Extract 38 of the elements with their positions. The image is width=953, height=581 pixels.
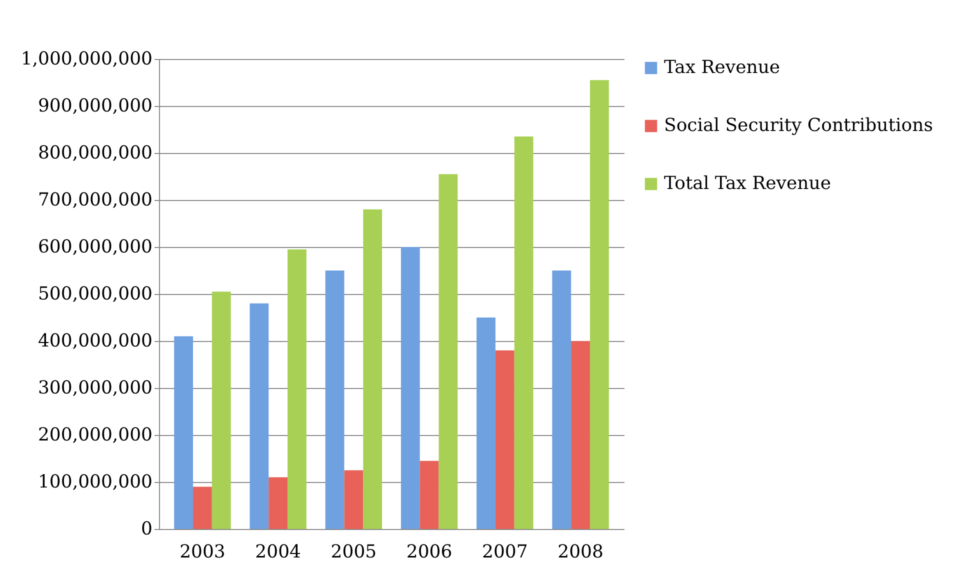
bar <box>250 303 269 529</box>
legend-label: Total Tax Revenue <box>664 173 831 194</box>
x-tick-label: 2007 <box>482 542 528 562</box>
y-tick-label: 900,000,000 <box>38 96 152 116</box>
bar <box>571 341 590 529</box>
bar <box>268 477 288 529</box>
x-tick-label: 2005 <box>330 542 377 562</box>
y-tick-label: 200,000,000 <box>38 424 152 446</box>
y-tick-label: 100,000,000 <box>38 472 152 492</box>
y-tick-label: 0 <box>141 518 152 540</box>
bar <box>495 350 514 529</box>
bar <box>590 80 609 529</box>
bar <box>325 270 344 529</box>
bar <box>363 209 382 529</box>
bar <box>476 318 496 529</box>
bar <box>193 486 212 529</box>
bar <box>514 136 534 529</box>
y-tick-label: 300,000,000 <box>38 378 152 398</box>
y-tick-label: 800,000,000 <box>38 142 152 164</box>
y-tick-label: 500,000,000 <box>38 284 152 304</box>
bar <box>420 460 439 529</box>
bar <box>552 270 572 529</box>
y-tick-label: 700,000,000 <box>38 190 152 210</box>
bar <box>344 470 364 529</box>
x-tick-label: 2008 <box>558 542 604 562</box>
legend-label: Tax Revenue <box>664 57 780 78</box>
bar <box>288 249 306 529</box>
bar <box>400 247 420 529</box>
x-tick-label: 2003 <box>180 542 226 562</box>
bar <box>174 336 194 529</box>
legend-label: Social Security Contributions <box>664 115 933 136</box>
x-tick-label: 2004 <box>255 542 301 562</box>
y-tick-label: 600,000,000 <box>38 236 152 258</box>
y-tick-label: 1,000,000,000 <box>20 48 152 70</box>
y-tick-label: 400,000,000 <box>38 330 152 352</box>
bar <box>438 174 458 529</box>
bar <box>212 292 231 529</box>
x-tick-label: 2006 <box>406 542 452 562</box>
